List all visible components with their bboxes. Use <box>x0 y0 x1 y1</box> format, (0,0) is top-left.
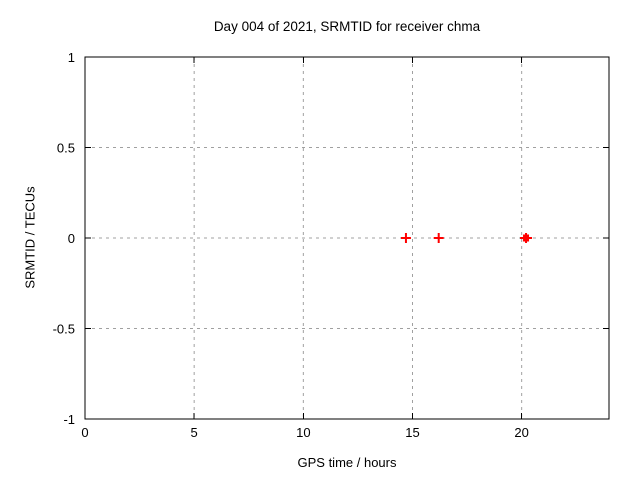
chart-title: Day 004 of 2021, SRMTID for receiver chm… <box>213 19 481 34</box>
data-point-marker-bold <box>523 234 530 242</box>
y-tick-label: -0.5 <box>53 322 75 337</box>
x-tick-label: 15 <box>405 425 419 440</box>
y-tick-label: 0 <box>68 231 75 246</box>
x-tick-label: 20 <box>514 425 528 440</box>
x-tick-label: 5 <box>191 425 198 440</box>
x-tick-label: 10 <box>296 425 310 440</box>
y-tick-label: -1 <box>63 412 75 427</box>
y-tick-label: 0.5 <box>57 141 75 156</box>
y-tick-label: 1 <box>68 50 75 65</box>
x-tick-label: 0 <box>81 425 88 440</box>
x-axis-label: GPS time / hours <box>297 455 397 470</box>
